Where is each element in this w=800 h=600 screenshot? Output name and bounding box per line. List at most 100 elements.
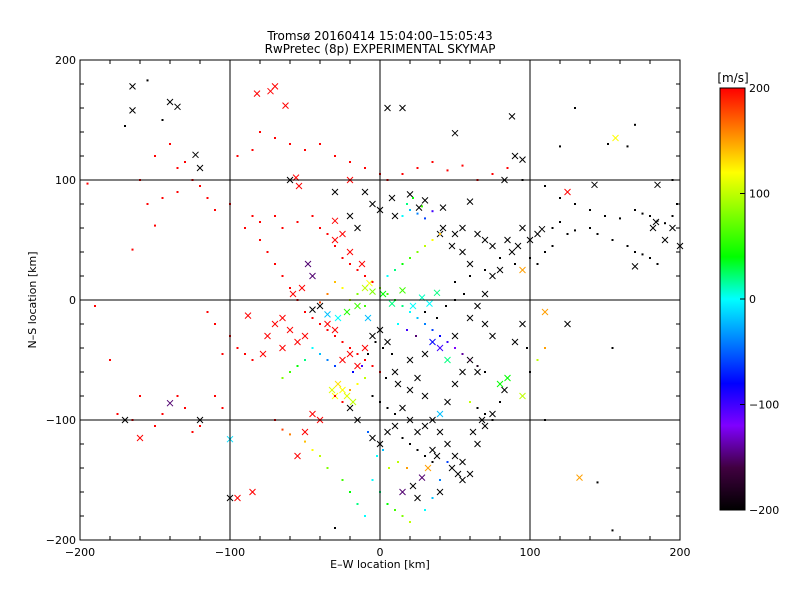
data-point-cross [264, 332, 271, 340]
data-point-dot [559, 221, 561, 223]
data-point-dot [469, 401, 471, 403]
data-point-cross [391, 212, 399, 220]
data-point-dot [319, 227, 321, 229]
data-point-dot [671, 215, 674, 217]
data-point-dot [349, 389, 351, 391]
data-point-cross [271, 83, 279, 90]
y-tick-label: −100 [46, 414, 76, 427]
data-point-dot [386, 503, 389, 505]
data-point-cross [436, 410, 444, 418]
data-point-dot [424, 455, 426, 457]
data-point-cross [294, 338, 301, 346]
data-point-cross [259, 350, 267, 358]
data-point-cross [358, 260, 366, 268]
data-point-cross [429, 338, 436, 346]
data-point-cross [511, 338, 519, 346]
data-point-dot [619, 217, 621, 220]
data-point-dot [184, 407, 186, 409]
y-tick-label: 100 [55, 174, 76, 187]
data-point-dot [409, 521, 411, 523]
data-point-dot [394, 269, 396, 271]
data-point-cross [564, 320, 571, 328]
data-point-cross [426, 300, 433, 307]
data-point-dot [214, 395, 216, 397]
data-point-cross [501, 386, 508, 394]
data-point-dot [296, 365, 299, 367]
data-point-cross [474, 440, 481, 448]
data-point-cross [399, 404, 406, 412]
data-point-dot [382, 449, 384, 451]
data-point-dot [341, 479, 344, 481]
data-point-cross [649, 224, 657, 232]
data-point-cross [391, 368, 399, 376]
data-point-dot [641, 212, 644, 215]
data-point-cross [496, 380, 504, 388]
data-point-cross [331, 188, 339, 196]
x-tick-label: 100 [520, 546, 541, 559]
data-point-dot [364, 359, 366, 361]
data-point-dot [176, 167, 179, 169]
data-point-cross [339, 386, 346, 394]
data-point-cross [474, 368, 481, 376]
data-point-dot [374, 341, 377, 343]
data-point-cross [451, 332, 459, 340]
data-point-cross [489, 332, 496, 340]
data-point-cross [421, 350, 429, 358]
data-point-dot [394, 509, 396, 511]
data-point-cross [421, 422, 429, 430]
data-point-dot [304, 359, 306, 361]
data-point-cross [289, 290, 297, 298]
data-point-dot [424, 509, 426, 511]
data-point-cross [304, 260, 312, 268]
data-point-cross [399, 488, 406, 496]
data-point-cross [343, 392, 351, 400]
data-point-dot [161, 197, 164, 199]
data-point-cross [514, 242, 522, 250]
data-point-dot [371, 365, 374, 367]
data-point-dot [376, 455, 378, 457]
data-point-cross [309, 410, 316, 418]
data-point-dot [281, 227, 284, 229]
y-tick-labels: −200 −100 0 100 200 [46, 54, 76, 547]
data-point-dot [319, 455, 321, 457]
data-point-cross [406, 386, 414, 394]
data-point-dot [634, 209, 636, 211]
data-point-cross [459, 458, 466, 466]
data-point-dot [394, 413, 396, 415]
data-point-cross [661, 236, 669, 244]
data-point-cross [504, 374, 511, 382]
axis-ticks [79, 59, 681, 541]
data-point-cross [361, 284, 369, 292]
data-point-cross [444, 398, 451, 406]
data-point-dot [319, 301, 321, 304]
data-point-dot [469, 275, 471, 277]
data-point-dot [424, 217, 426, 220]
data-point-cross [234, 494, 241, 502]
data-point-dot [574, 203, 576, 205]
data-point-cross [346, 404, 354, 412]
data-point-cross [534, 230, 541, 238]
data-point-cross [489, 242, 496, 250]
data-point-cross [406, 356, 414, 364]
data-point-dot [356, 293, 359, 295]
data-point-dot [161, 413, 164, 415]
data-point-cross [399, 287, 406, 294]
data-point-dot [506, 167, 509, 169]
data-point-cross [331, 217, 339, 225]
data-point-dot [169, 143, 171, 145]
data-point-cross [346, 350, 354, 358]
data-point-dot [469, 359, 471, 361]
data-point-dot [334, 365, 336, 367]
data-point-dot [334, 281, 336, 283]
data-point-dot [559, 145, 561, 148]
data-point-cross [519, 224, 526, 232]
data-point-cross [669, 224, 676, 232]
data-point-cross [591, 181, 598, 189]
data-point-cross [466, 470, 474, 478]
data-point-cross [541, 308, 549, 316]
data-point-cross [421, 392, 429, 400]
data-point-dot [146, 79, 149, 82]
data-point-dot [311, 347, 314, 349]
data-point-dot [191, 431, 194, 433]
